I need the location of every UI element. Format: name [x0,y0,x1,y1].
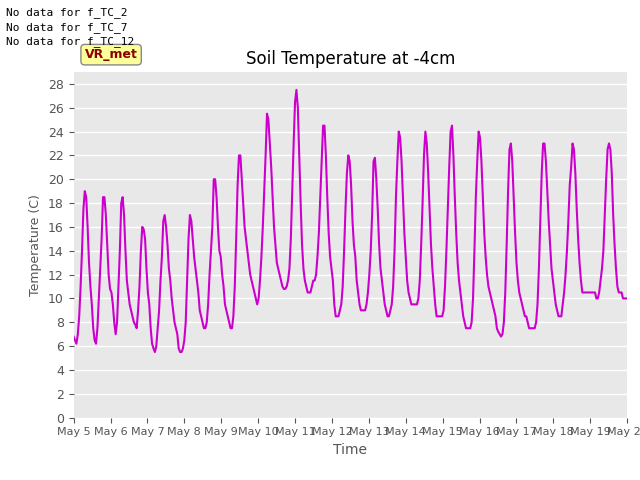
X-axis label: Time: Time [333,443,367,457]
Title: Soil Temperature at -4cm: Soil Temperature at -4cm [246,49,455,68]
Text: No data for f_TC_7: No data for f_TC_7 [6,22,128,33]
Y-axis label: Temperature (C): Temperature (C) [29,194,42,296]
Text: No data for f_TC_12: No data for f_TC_12 [6,36,134,47]
Text: VR_met: VR_met [84,48,138,61]
Text: No data for f_TC_2: No data for f_TC_2 [6,7,128,18]
